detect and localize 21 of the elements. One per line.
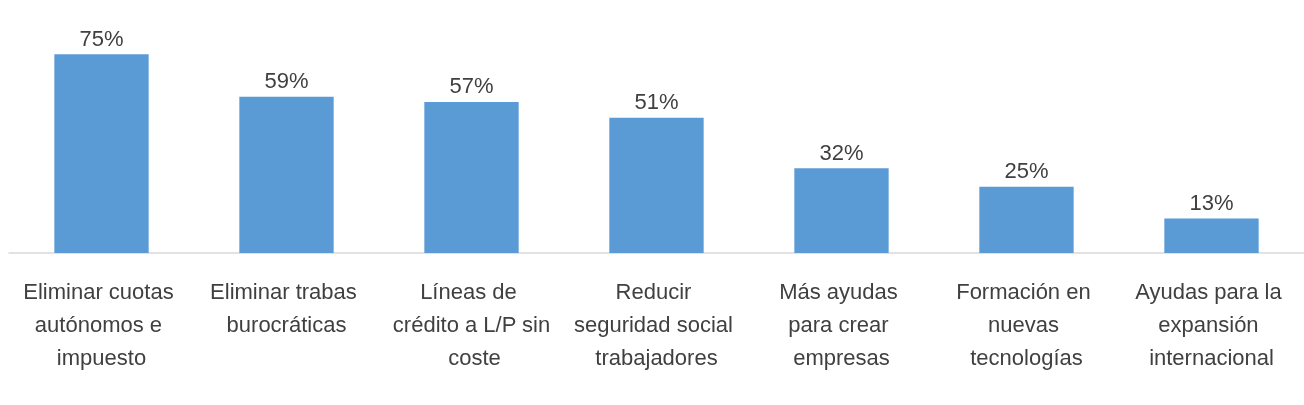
data-label: 59% <box>264 68 309 94</box>
bar <box>424 101 519 253</box>
data-label: 57% <box>449 73 494 99</box>
x-tick-label: Reducir seguridad social trabajadores <box>573 279 740 370</box>
x-tick-label: Más ayudas para crear empresas <box>779 279 904 370</box>
bar <box>794 168 889 253</box>
x-tick-label: Líneas de crédito a L/P sin coste <box>392 279 551 370</box>
x-tick-label: Eliminar trabas burocráticas <box>210 279 363 337</box>
x-tick-label: Eliminar cuotas autónomos e impuesto <box>23 279 180 370</box>
bar <box>609 117 704 253</box>
data-label: 51% <box>634 89 679 115</box>
data-label: 13% <box>1189 190 1234 216</box>
x-tick-label: Formación en nuevas tecnologías <box>956 279 1097 370</box>
data-label: 25% <box>1004 158 1049 184</box>
data-label: 75% <box>79 25 124 51</box>
bar <box>1164 218 1259 253</box>
data-label: 32% <box>819 139 864 165</box>
x-tick-label: Ayudas para la expansión internacional <box>1135 279 1288 370</box>
bar <box>979 186 1074 253</box>
bar <box>54 54 149 253</box>
bar <box>239 96 334 253</box>
